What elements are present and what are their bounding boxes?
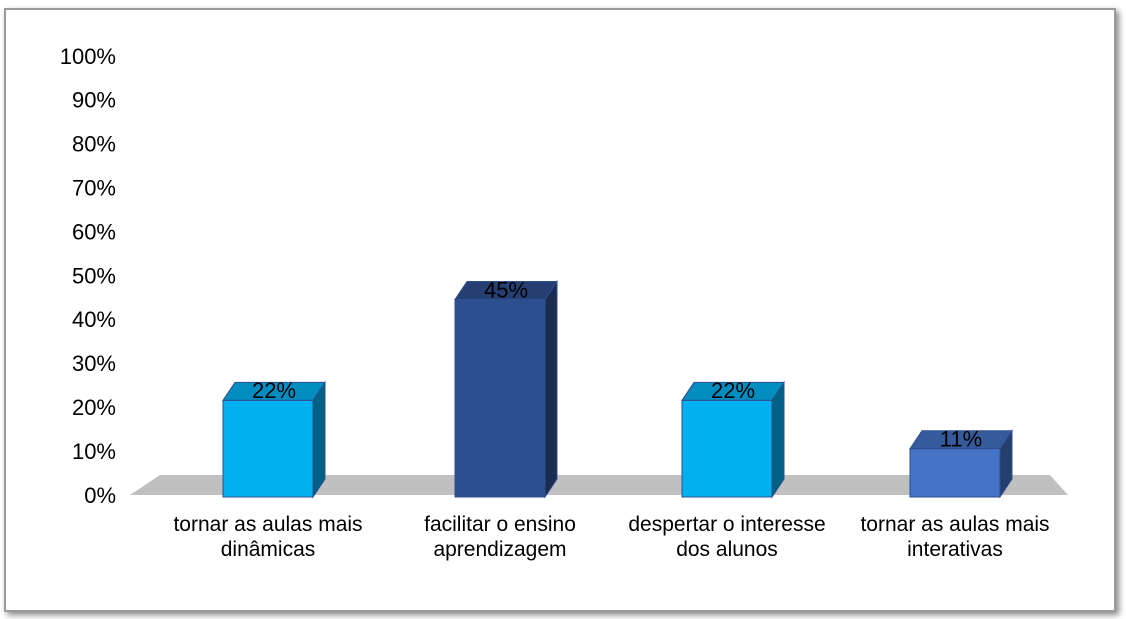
x-tick-label: despertar o interesse dos alunos <box>628 513 826 561</box>
value-label: 45% <box>484 277 528 302</box>
x-tick-label: tornar as aulas mais interativas <box>860 513 1050 561</box>
y-tick-label: 60% <box>72 219 116 244</box>
x-tick-label: tornar as aulas mais dinâmicas <box>173 513 363 561</box>
bar <box>681 399 773 498</box>
chart-frame <box>4 8 1116 612</box>
y-tick-label: 70% <box>72 176 116 201</box>
value-label: 22% <box>711 378 755 403</box>
bar <box>222 399 314 498</box>
y-tick-label: 20% <box>72 395 116 420</box>
y-tick-label: 40% <box>72 307 116 332</box>
y-tick-label: 100% <box>60 44 116 69</box>
y-tick-label: 30% <box>72 351 116 376</box>
y-tick-label: 80% <box>72 132 116 157</box>
value-label: 11% <box>940 427 982 452</box>
bar <box>909 448 1001 498</box>
bar <box>454 298 546 498</box>
bar-side <box>544 279 558 499</box>
bar-side <box>771 380 785 499</box>
floor <box>130 475 1068 495</box>
value-label: 22% <box>252 378 296 403</box>
y-tick-label: 90% <box>72 88 116 113</box>
x-tick-label: facilitar o ensino aprendizagem <box>424 513 576 561</box>
y-tick-label: 10% <box>72 439 116 464</box>
bar-side <box>312 380 326 499</box>
y-tick-label: 50% <box>72 263 116 288</box>
y-tick-label: 0% <box>84 483 116 508</box>
